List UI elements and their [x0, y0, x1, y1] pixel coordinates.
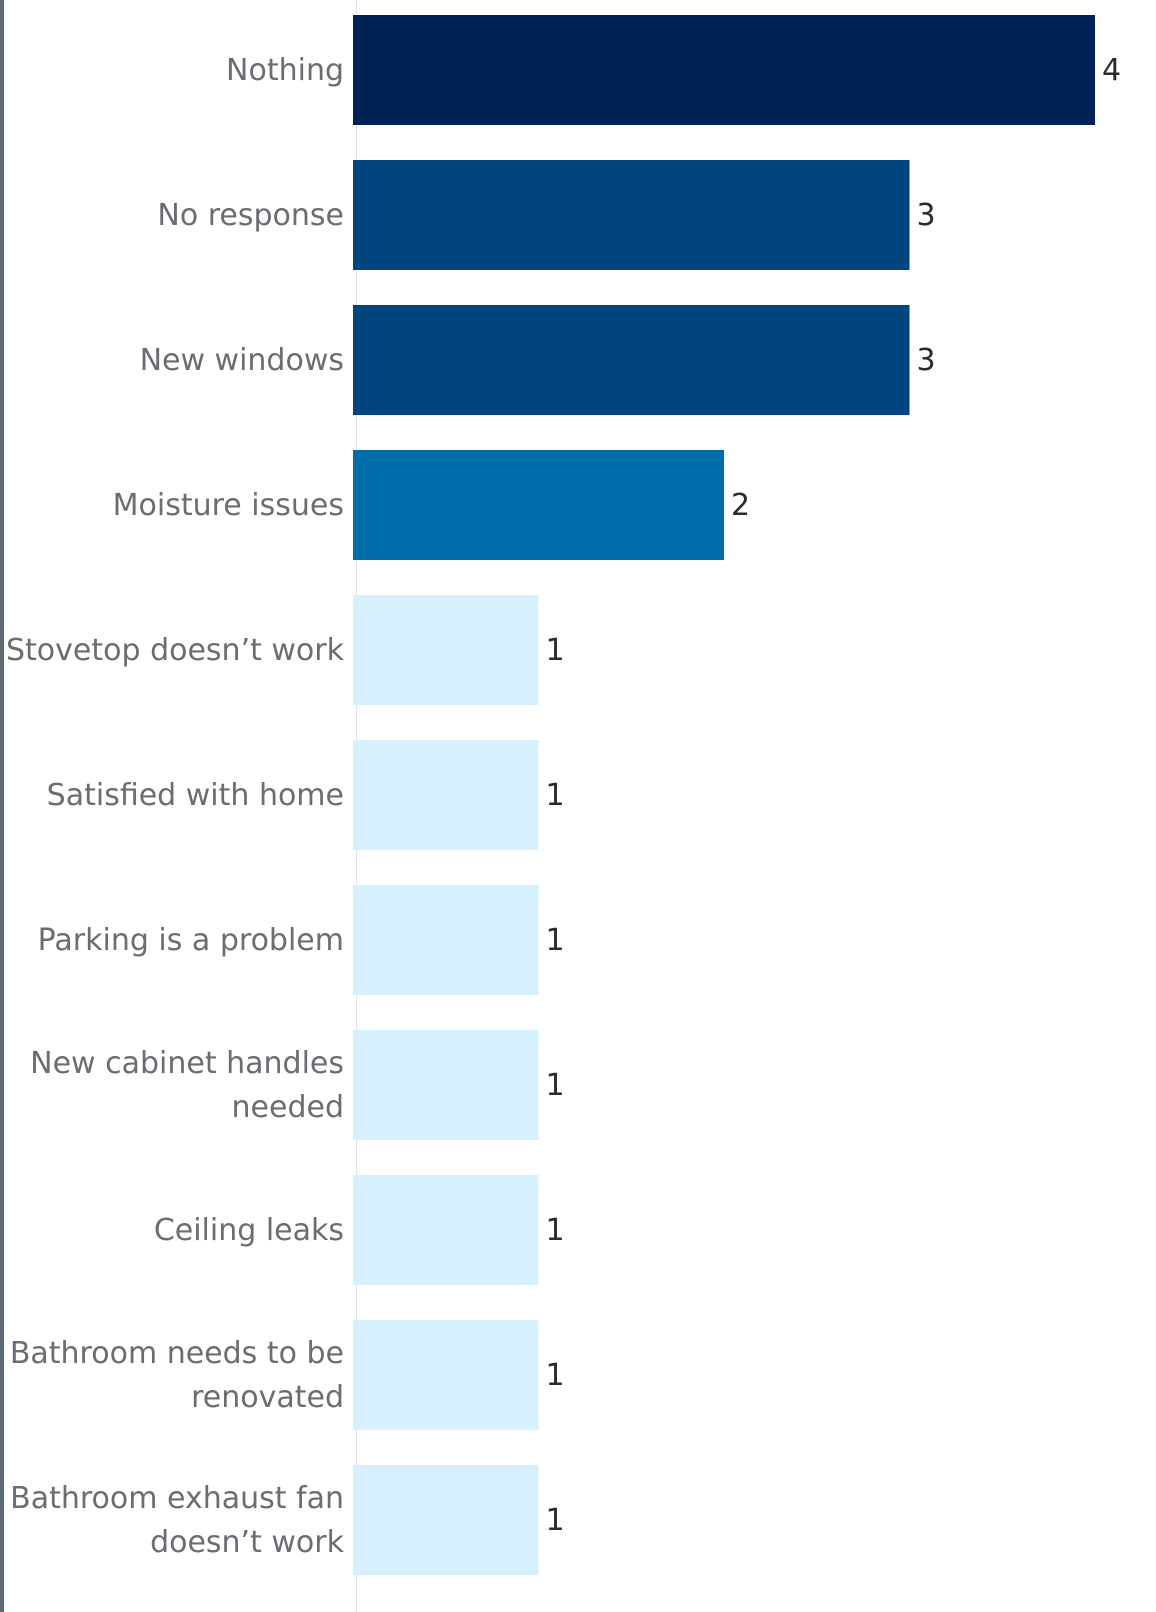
bar: [353, 15, 1095, 125]
category-label-line: Bathroom exhaust fan: [10, 1481, 344, 1516]
category-label-line: Ceiling leaks: [154, 1213, 344, 1248]
value-label: 3: [917, 198, 936, 233]
bar: [353, 160, 910, 270]
category-label: Moisture issues: [113, 488, 344, 523]
value-label: 1: [546, 1503, 565, 1538]
value-label: 1: [546, 1358, 565, 1393]
category-label-line: Satisfied with home: [47, 778, 344, 813]
bar: [353, 450, 724, 560]
category-label: No response: [157, 198, 344, 233]
bar-chart: Nothing No response New windows Moisture is…: [6, 0, 1122, 1612]
bar: [353, 1465, 539, 1575]
category-label: New windows: [140, 343, 344, 378]
category-label: Bathroom needs to be renovated: [10, 1336, 344, 1415]
value-label: 1: [546, 1213, 565, 1248]
bars-group: [353, 15, 1095, 1575]
bar: [353, 595, 539, 705]
category-label-line: needed: [232, 1090, 344, 1125]
category-label: Bathroom exhaust fan doesn’t work: [10, 1481, 344, 1560]
value-label: 4: [1102, 53, 1121, 88]
category-label: Satisfied with home: [47, 778, 344, 813]
category-label-line: Moisture issues: [113, 488, 344, 523]
bar: [353, 305, 910, 415]
bar: [353, 1320, 539, 1430]
category-label-line: Nothing: [226, 53, 344, 88]
category-label-line: Bathroom needs to be: [10, 1336, 344, 1371]
value-label: 2: [731, 488, 750, 523]
category-label-line: renovated: [191, 1380, 344, 1415]
value-label: 1: [546, 633, 565, 668]
bar: [353, 885, 539, 995]
category-labels: Nothing No response New windows Moisture is…: [6, 53, 345, 1560]
bar: [353, 1175, 539, 1285]
category-label: Stovetop doesn’t work: [6, 633, 345, 668]
value-label: 1: [546, 923, 565, 958]
value-label: 1: [546, 1068, 565, 1103]
category-label-line: Stovetop doesn’t work: [6, 633, 345, 668]
value-label: 1: [546, 778, 565, 813]
category-label-line: doesn’t work: [150, 1525, 345, 1560]
value-labels: 4 3 3 2 1 1 1 1 1 1 1: [546, 53, 1122, 1538]
category-label-line: Parking is a problem: [38, 923, 344, 958]
category-label: Parking is a problem: [38, 923, 344, 958]
category-label: Nothing: [226, 53, 344, 88]
category-label: Ceiling leaks: [154, 1213, 344, 1248]
category-label-line: New windows: [140, 343, 344, 378]
category-label-line: No response: [157, 198, 344, 233]
category-label-line: New cabinet handles: [30, 1046, 344, 1081]
bar: [353, 740, 539, 850]
bar: [353, 1030, 539, 1140]
category-label: New cabinet handles needed: [30, 1046, 344, 1125]
value-label: 3: [917, 343, 936, 378]
